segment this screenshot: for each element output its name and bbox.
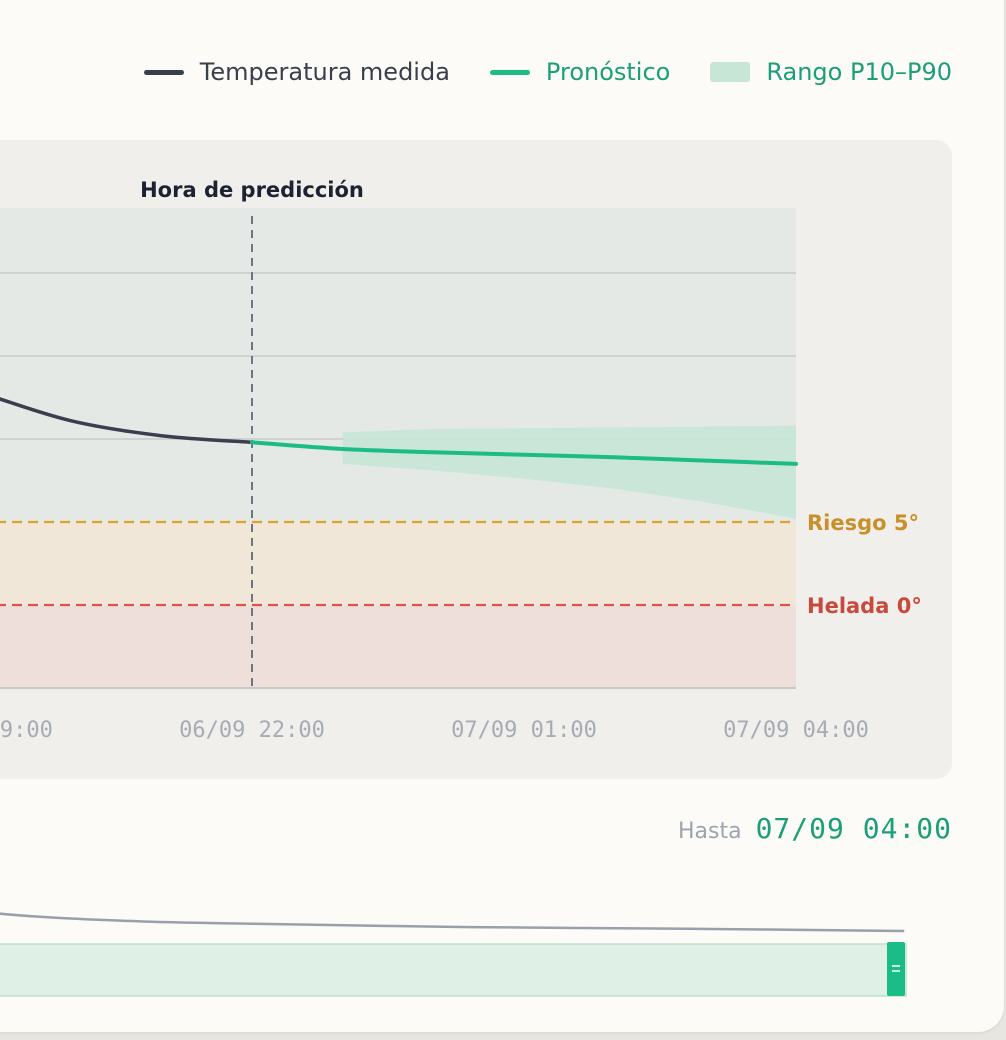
threshold-label-0: Riesgo 5° <box>807 511 919 535</box>
x-tick-label-1: 06/09 22:00 <box>179 718 325 743</box>
risk-zone <box>0 522 796 605</box>
range-selection-readout: Hasta 07/09 04:00 <box>678 812 952 845</box>
x-tick-label-0: 06/09 19:00 <box>0 718 53 743</box>
threshold-label-1: Helada 0° <box>807 594 922 618</box>
drag-handle-icon <box>892 965 900 972</box>
legend-item-band[interactable]: Rango P10–P90 <box>710 58 952 86</box>
navigator-handle <box>887 942 905 996</box>
chart-legend: Temperatura medida Pronóstico Rango P10–… <box>143 58 952 86</box>
until-label: Hasta <box>677 819 742 844</box>
frost-zone <box>0 605 796 688</box>
legend-label-forecast: Pronóstico <box>545 58 671 86</box>
forecast-band <box>342 425 796 519</box>
legend-swatch-forecast <box>489 69 530 75</box>
legend-item-measured[interactable]: Temperatura medida <box>143 58 450 86</box>
series-line-0 <box>0 397 254 445</box>
navigator-selection <box>0 943 907 997</box>
range-navigator[interactable] <box>0 860 1006 1010</box>
series-line-1 <box>250 440 798 466</box>
temperature-chart: Riesgo 5° Helada 0° Hora de predicción 06/0… <box>0 178 922 743</box>
navigator-line <box>0 912 905 933</box>
x-tick-label-2: 07/09 01:00 <box>451 718 597 743</box>
legend-label-band: Rango P10–P90 <box>766 58 952 86</box>
until-value: 07/09 04:00 <box>755 812 952 845</box>
legend-swatch-measured <box>143 69 184 75</box>
legend-label-measured: Temperatura medida <box>199 58 450 86</box>
legend-item-forecast[interactable]: Pronóstico <box>489 58 671 86</box>
prediction-time-label: Hora de predicción <box>140 178 364 202</box>
x-tick-label-3: 07/09 04:00 <box>723 718 869 743</box>
legend-swatch-band <box>710 62 751 82</box>
